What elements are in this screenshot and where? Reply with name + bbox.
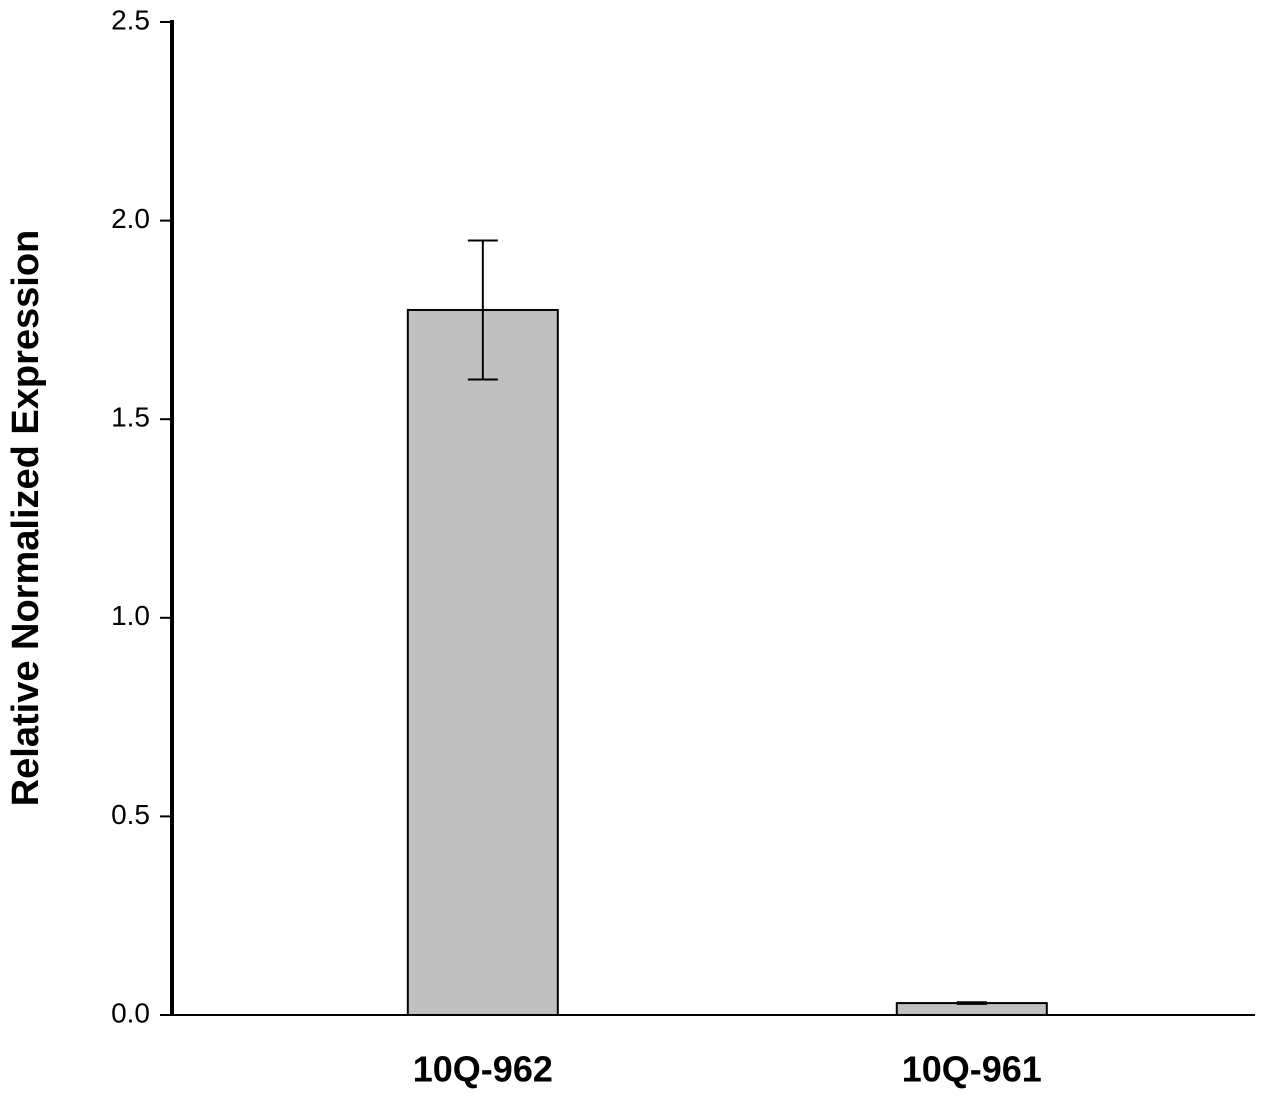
y-tick-label: 2.0 — [111, 203, 150, 234]
y-tick-label: 2.5 — [111, 4, 150, 35]
x-tick-label: 10Q-961 — [902, 1049, 1042, 1090]
x-tick-label: 10Q-962 — [413, 1049, 553, 1090]
error-bar — [956, 1001, 987, 1005]
y-tick-label: 0.0 — [111, 997, 150, 1028]
y-tick-label: 1.5 — [111, 402, 150, 433]
y-axis-label: Relative Normalized Expression — [5, 230, 47, 807]
y-tick-label: 1.0 — [111, 600, 150, 631]
error-bar — [467, 239, 498, 381]
bar — [406, 308, 559, 1017]
y-tick-label: 0.5 — [111, 799, 150, 830]
